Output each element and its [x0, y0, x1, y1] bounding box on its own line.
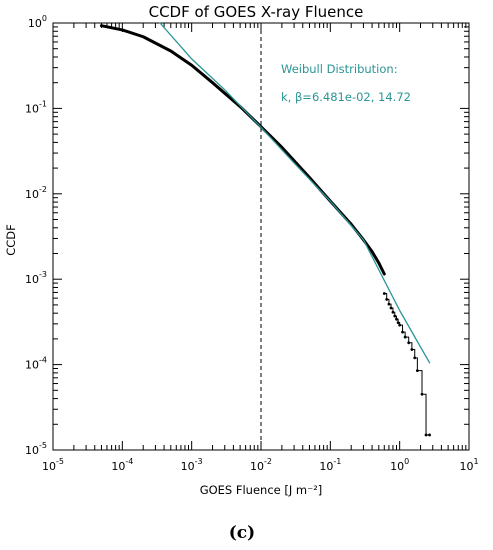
annotation-weibull-title: Weibull Distribution:	[281, 62, 398, 76]
data-point	[396, 321, 400, 325]
x-axis-label: GOES Fluence [J m⁻²]	[200, 483, 323, 497]
data-point	[398, 323, 402, 327]
data-point	[413, 356, 417, 360]
x-tick-label: 10-5	[42, 457, 64, 473]
y-tick-label: 100	[28, 14, 47, 30]
data-point	[420, 392, 424, 396]
data-point	[401, 330, 404, 334]
annotation-weibull-params: k, β=6.481e-02, 14.72	[281, 90, 411, 104]
y-tick-label: 10-2	[25, 185, 47, 201]
x-minor-ticks	[73, 23, 467, 450]
y-minor-ticks	[53, 26, 469, 425]
x-tick-label: 100	[390, 457, 409, 473]
data-point	[403, 335, 407, 339]
x-tick-label: 10-3	[181, 457, 203, 473]
data-ccdf-line	[99, 24, 386, 276]
series-layer	[99, 22, 431, 437]
x-tick-label: 10-1	[319, 457, 341, 473]
data-point	[407, 341, 411, 345]
data-point	[395, 317, 398, 321]
data-point	[428, 433, 431, 437]
data-point	[385, 298, 389, 301]
data-step-line	[384, 293, 430, 436]
data-point	[391, 310, 395, 314]
y-major-ticks	[53, 22, 469, 451]
y-tick-label: 10-1	[25, 99, 47, 115]
y-axis-label: CCDF	[4, 224, 18, 256]
weibull-fit-line	[159, 22, 431, 364]
x-tick-label: 101	[459, 457, 478, 473]
data-point	[387, 302, 391, 306]
y-tick-labels: 100 10-1 10-2 10-3 10-4 10-5	[25, 14, 47, 457]
y-tick-label: 10-3	[25, 270, 47, 286]
x-tick-label: 10-2	[250, 457, 272, 473]
data-point	[415, 369, 419, 373]
y-tick-label: 10-5	[25, 441, 47, 457]
data-point	[389, 306, 393, 310]
y-tick-label: 10-4	[25, 356, 47, 372]
x-tick-label: 10-4	[111, 457, 133, 473]
panel-label: (c)	[229, 523, 255, 543]
data-point	[424, 433, 428, 437]
data-point	[382, 292, 386, 295]
chart-title: CCDF of GOES X-ray Fluence	[149, 3, 364, 21]
data-point	[410, 348, 414, 351]
x-major-ticks	[52, 23, 470, 450]
x-tick-labels: 10-5 10-4 10-3 10-2 10-1 100 101	[42, 457, 479, 473]
data-point	[393, 314, 397, 318]
